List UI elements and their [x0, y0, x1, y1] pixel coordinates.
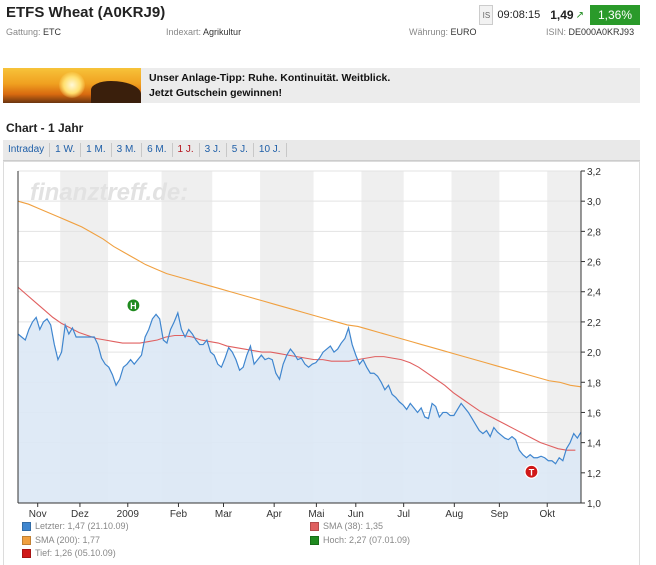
- banner-line-2: Jetzt Gutschein gewinnen!: [149, 87, 283, 99]
- x-tick-label: Okt: [539, 509, 555, 520]
- sma200-line: [17, 200, 582, 388]
- legend-swatch: [22, 535, 31, 545]
- x-tick-label: Jul: [397, 509, 410, 520]
- x-tick-label: Mar: [215, 509, 233, 520]
- legend-tief-text: Tief: 1,26 (05.10.09): [35, 548, 116, 558]
- y-tick-label: 3,0: [587, 197, 601, 208]
- price-area: [18, 312, 581, 503]
- marker-label: H: [130, 301, 137, 311]
- y-tick-label: 2,2: [587, 318, 601, 329]
- range-tabs: Intraday 1 W. 1 M. 3 M. 6 M. 1 J. 3 J. 5…: [3, 140, 640, 161]
- tab-5j[interactable]: 5 J.: [227, 143, 254, 157]
- meta-isin-label: ISIN:: [546, 27, 567, 37]
- chart-container: [3, 161, 640, 565]
- legend-sma200-text: SMA (200): 1,77: [35, 535, 101, 545]
- high-marker: [126, 298, 141, 313]
- y-tick-label: 1,2: [587, 469, 601, 480]
- marker-label: T: [529, 467, 535, 477]
- quote-box: IS 09:08:15 1,49 ↗ 1,36%: [479, 5, 640, 25]
- sma38-line: [17, 286, 576, 451]
- legend-swatch: [310, 535, 319, 545]
- x-tick-label: Jun: [348, 509, 364, 520]
- y-tick-label: 1,0: [587, 499, 601, 510]
- tab-intraday[interactable]: Intraday: [3, 143, 51, 157]
- y-tick-labels: 1,0 1,2 1,4 1,6 1,8 2,0 2,2 2,4 2,6 2,8 3,0 3,2: [587, 167, 601, 510]
- x-tick-label: Aug: [445, 509, 463, 520]
- x-tick-labels: Nov Dez 2009 Feb Mar Apr Mai Jun Jul Aug Sep Okt: [29, 503, 555, 520]
- banner-text[interactable]: Unser Anlage-Tipp: Ruhe. Kontinuität. We…: [149, 71, 390, 101]
- y-tick-label: 2,8: [587, 227, 601, 238]
- legend-swatch: [310, 521, 319, 531]
- legend-sma200: SMA (200): 1,77: [22, 535, 100, 545]
- y-tick-label: 2,4: [587, 288, 601, 299]
- banner-line-1: Unser Anlage-Tipp: Ruhe. Kontinuität. We…: [149, 72, 391, 84]
- x-tick-label: Dez: [71, 509, 89, 520]
- meta-waehrung: Währung: EURO: [409, 27, 477, 37]
- legend-hoch-text: Hoch: 2,27 (07.01.09): [323, 535, 411, 545]
- y-tick-label: 1,4: [587, 439, 601, 450]
- sunset-image: [3, 68, 141, 103]
- arrow-up-icon: ↗: [575, 9, 584, 21]
- legend-swatch: [22, 548, 31, 558]
- meta-waehrung-value: EURO: [450, 27, 477, 37]
- tab-10j[interactable]: 10 J.: [254, 143, 287, 157]
- y-tick-label: 1,6: [587, 408, 601, 419]
- meta-gattung-value: ETC: [43, 27, 62, 37]
- x-tick-label: Feb: [170, 509, 188, 520]
- y-tick-label: 3,2: [587, 167, 601, 178]
- meta-isin: ISIN: DE000A0KRJ93: [546, 27, 634, 37]
- x-tick-label: Sep: [490, 509, 508, 520]
- x-tick-label: Nov: [29, 509, 47, 520]
- meta-indexart-value: Agrikultur: [203, 27, 242, 37]
- legend-letzter-text: Letzter: 1,47 (21.10.09): [35, 521, 129, 531]
- x-tick-label: Mai: [308, 509, 324, 520]
- meta-gattung: Gattung: ETC: [6, 27, 61, 37]
- tab-6m[interactable]: 6 M.: [142, 143, 173, 157]
- sun-icon: [59, 72, 85, 98]
- tab-1m[interactable]: 1 M.: [81, 143, 112, 157]
- y-tick-label: 2,6: [587, 258, 601, 269]
- x-tick-label: 2009: [117, 509, 140, 520]
- x-tick-label: Apr: [266, 509, 282, 520]
- ad-banner[interactable]: Unser Anlage-Tipp: Ruhe. Kontinuität. We…: [3, 68, 640, 103]
- legend-swatch: [22, 521, 31, 531]
- low-marker: [524, 464, 539, 479]
- legend-letzter: Letzter: 1,47 (21.10.09): [22, 521, 129, 531]
- chart-axes: [17, 171, 582, 504]
- quote-change-badge: 1,36%: [589, 5, 640, 25]
- exchange-badge[interactable]: IS: [479, 5, 494, 25]
- tab-3m[interactable]: 3 M.: [112, 143, 143, 157]
- meta-gattung-label: Gattung:: [6, 27, 41, 37]
- meta-isin-value: DE000A0KRJ93: [568, 27, 635, 37]
- watermark: finanztreff.de:: [30, 179, 188, 206]
- meta-indexart: Indexart: Agrikultur: [166, 27, 241, 37]
- legend-sma38: SMA (38): 1,35: [310, 521, 383, 531]
- hill-silhouette: [91, 81, 141, 103]
- tab-1j[interactable]: 1 J.: [173, 143, 200, 157]
- chart-title: Chart - 1 Jahr: [6, 121, 84, 135]
- meta-waehrung-label: Währung:: [409, 27, 449, 37]
- quote-price: 1,49: [550, 8, 574, 22]
- y-tick-label: 1,8: [587, 378, 601, 389]
- legend-sma38-text: SMA (38): 1,35: [323, 521, 384, 531]
- tab-3j[interactable]: 3 J.: [200, 143, 227, 157]
- quote-time: 09:08:15: [497, 9, 541, 21]
- tab-1w[interactable]: 1 W.: [50, 143, 82, 157]
- legend-tief: Tief: 1,26 (05.10.09): [22, 548, 116, 558]
- y-tick-label: 2,0: [587, 348, 601, 359]
- chart-markers: HT: [126, 298, 539, 479]
- price-line: [17, 310, 582, 465]
- legend-hoch: Hoch: 2,27 (07.01.09): [310, 535, 410, 545]
- meta-indexart-label: Indexart:: [166, 27, 202, 37]
- page-title: ETFS Wheat (A0KRJ9): [6, 4, 166, 21]
